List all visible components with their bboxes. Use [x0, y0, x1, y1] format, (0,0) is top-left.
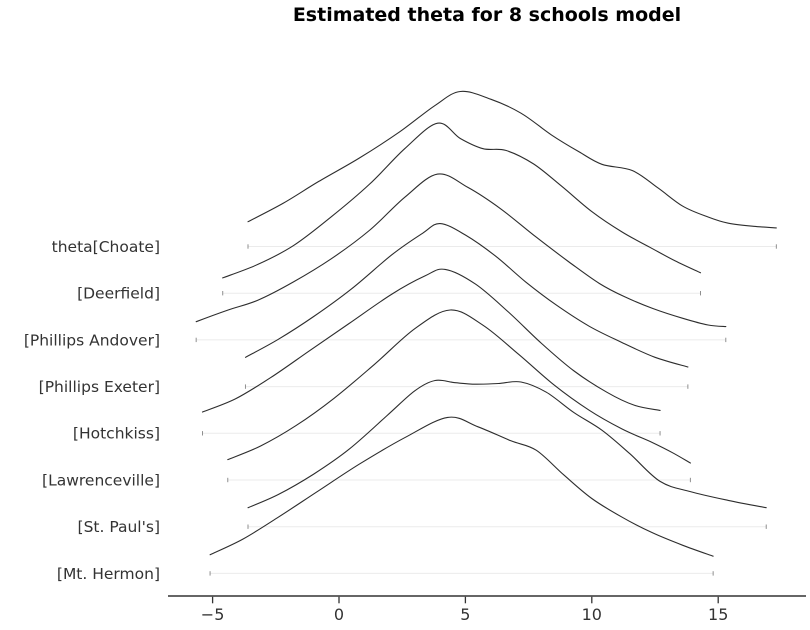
density-curves-layer	[195, 90, 777, 557]
density-curve	[247, 379, 767, 509]
density-curve	[195, 173, 727, 328]
density-curve	[247, 90, 777, 229]
density-curve	[201, 268, 661, 413]
y-axis-label: [Lawrenceville]	[42, 471, 160, 489]
density-curve	[222, 122, 702, 279]
chart-title: Estimated theta for 8 schools model	[293, 4, 681, 26]
y-axis-label: [Deerfield]	[77, 285, 160, 303]
x-tick-label: 5	[460, 605, 470, 624]
y-axis-labels: theta[Choate] [Deerfield] [Phillips Andove…	[24, 238, 160, 583]
y-axis-label: theta[Choate]	[52, 238, 160, 256]
x-axis: −5 0 5 10 15	[168, 595, 806, 624]
x-tick-label: 0	[334, 605, 344, 624]
density-curve	[209, 416, 714, 557]
y-axis-label: [St. Paul's]	[78, 518, 160, 536]
x-tick-label: 15	[708, 605, 728, 624]
y-axis-label: [Mt. Hermon]	[57, 565, 160, 583]
baseline-layer	[195, 244, 777, 576]
density-curve	[244, 223, 689, 368]
x-tick-label: 10	[582, 605, 602, 624]
y-axis-label: [Phillips Exeter]	[39, 378, 160, 396]
x-tick-label: −5	[201, 605, 225, 624]
y-axis-label: [Hotchkiss]	[73, 425, 160, 443]
density-curve	[227, 309, 691, 464]
y-axis-label: [Phillips Andover]	[24, 331, 160, 349]
